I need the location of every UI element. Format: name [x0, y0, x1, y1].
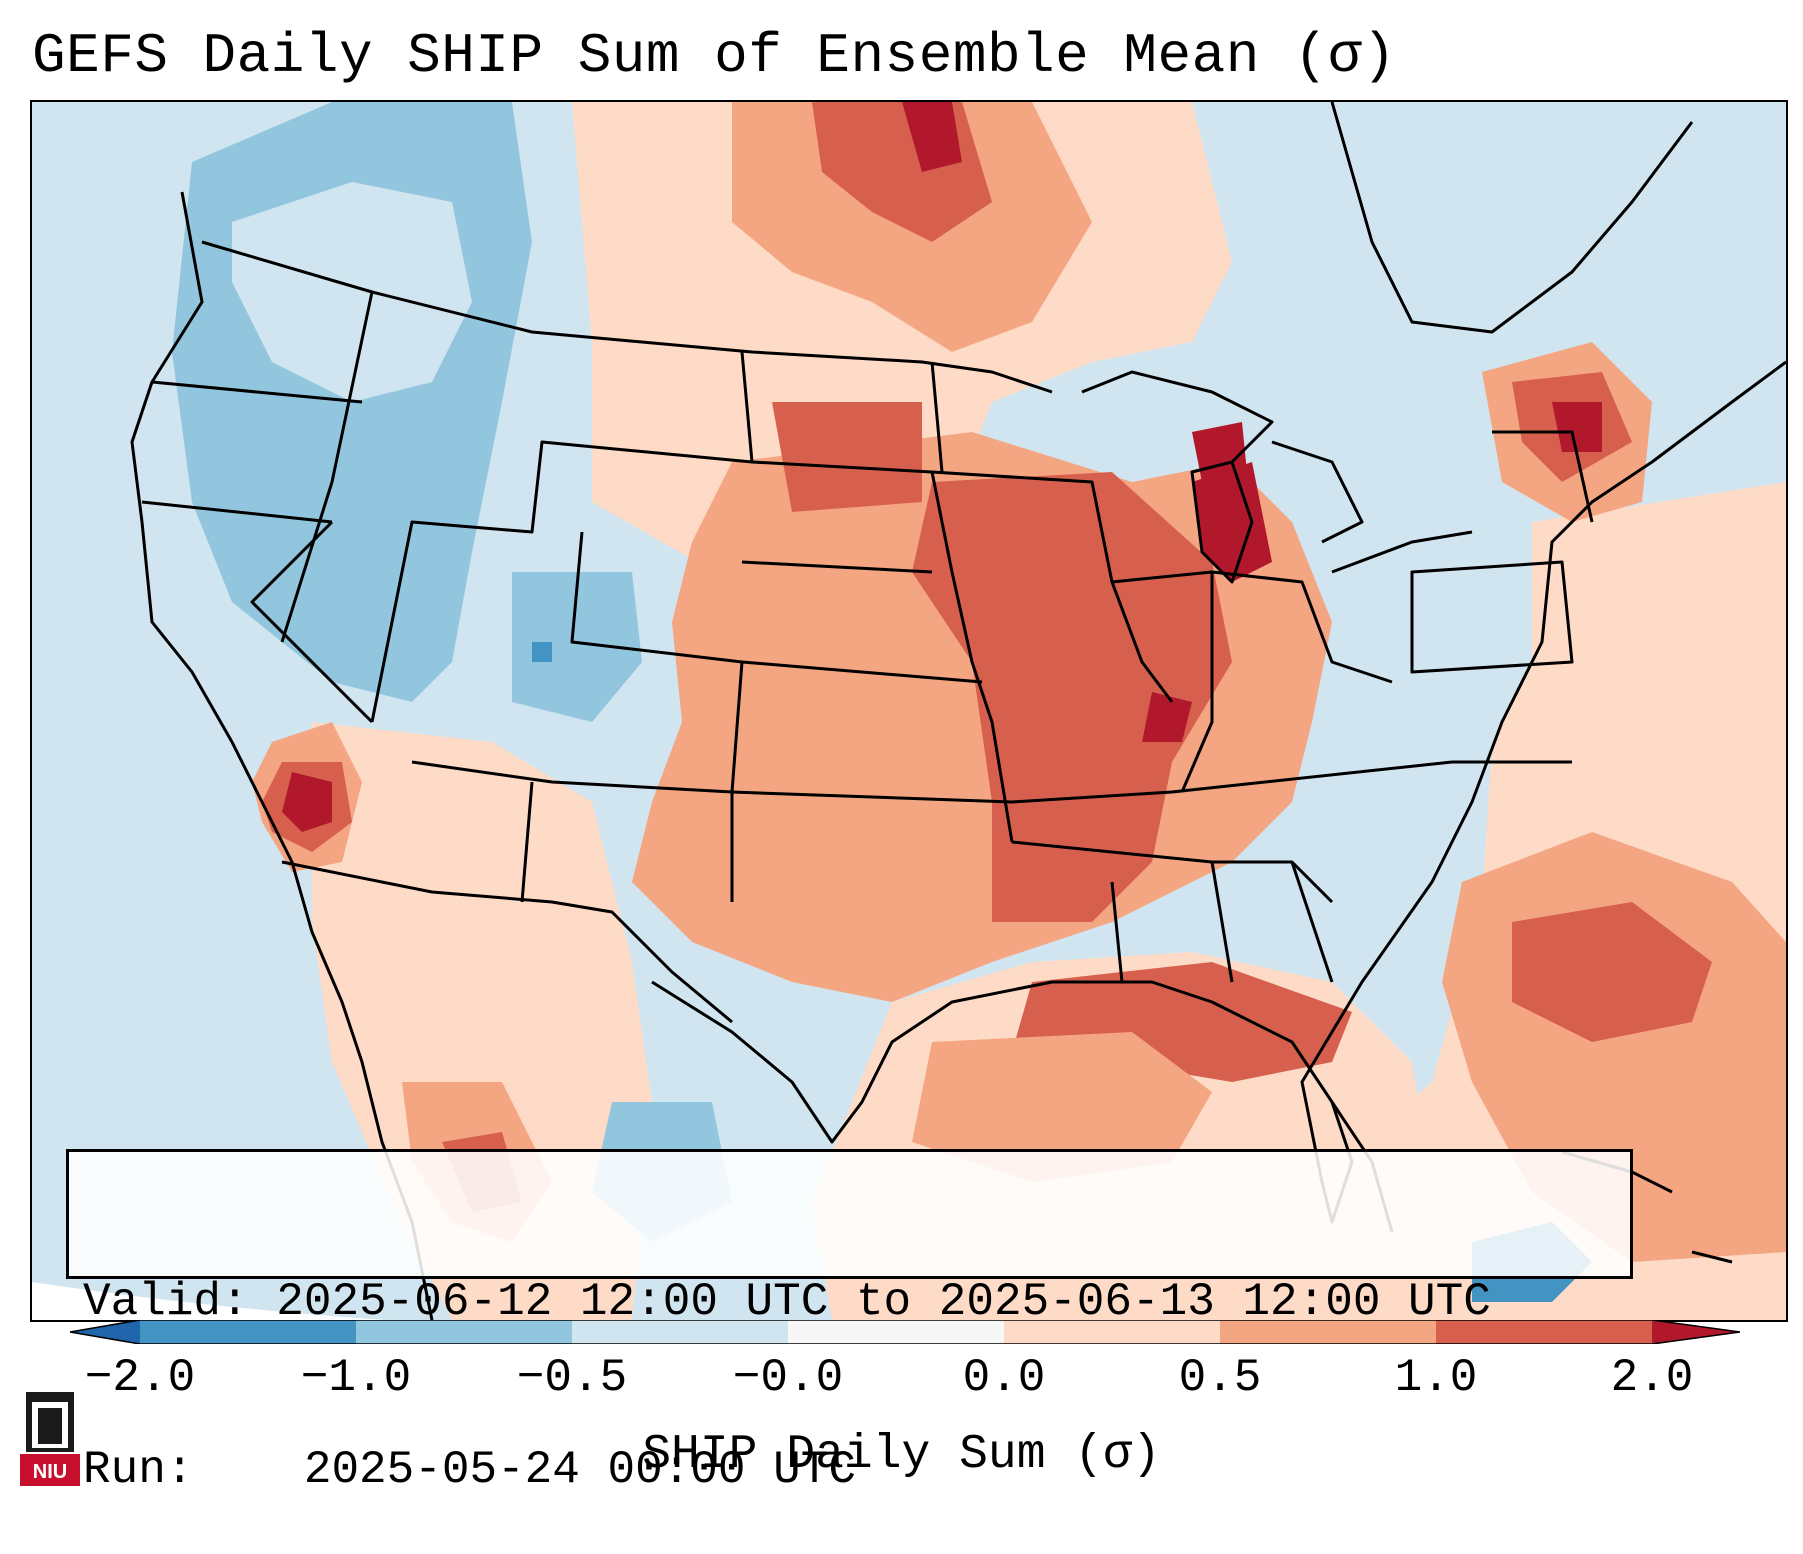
- colorbar-segment: [1004, 1320, 1220, 1344]
- projection-edge: [32, 1282, 385, 1320]
- border-line: [751, 460, 1014, 843]
- field-region: [282, 772, 332, 832]
- colorbar-segment: [788, 1320, 1004, 1344]
- colorbar-tick: −2.0: [84, 1352, 196, 1404]
- border-line: [411, 531, 744, 794]
- field-region: [1552, 402, 1602, 452]
- border-line: [141, 500, 333, 524]
- canada-coastline: [1330, 102, 1694, 334]
- lake-outline: [1331, 530, 1473, 574]
- border-line: [281, 860, 733, 1024]
- logo-banner: [20, 1454, 80, 1486]
- field-region: [1142, 692, 1192, 742]
- island-outline: [1691, 1250, 1733, 1264]
- border-line: [1210, 861, 1234, 983]
- ship-map: [32, 102, 1786, 1320]
- field-region: [1192, 462, 1272, 582]
- border-line: [250, 520, 374, 724]
- colorbar-segment: [1220, 1320, 1436, 1344]
- border-line: [731, 760, 1572, 804]
- border-line: [1492, 430, 1594, 523]
- field-region: [912, 472, 1232, 922]
- niu-logo: NIU: [20, 1392, 80, 1486]
- run-line: Run: 2025-05-24 00:00 UTC: [83, 1442, 1616, 1498]
- colorbar-label: SHIP Daily Sum (σ): [642, 1428, 1161, 1482]
- colorbar-ticks: −2.0 −1.0 −0.5 −0.0 0.0 0.5 1.0 2.0: [0, 1350, 1803, 1410]
- border-line: [741, 560, 933, 574]
- colorbar-tick: −0.0: [732, 1352, 844, 1404]
- field-region: [1512, 902, 1712, 1042]
- boundaries: [130, 102, 1786, 1320]
- map-panel[interactable]: [30, 100, 1788, 1322]
- lake-outline: [1271, 440, 1364, 544]
- validity-info-box: Valid: 2025-06-12 12:00 UTC to 2025-06-1…: [66, 1149, 1633, 1496]
- border-line: [1110, 881, 1124, 983]
- field-region: [232, 182, 472, 402]
- colorbar-segment: [140, 1320, 356, 1344]
- border-line: [1290, 861, 1334, 983]
- lake-outline: [1190, 460, 1254, 584]
- colorbar-tick: 1.0: [1394, 1352, 1478, 1404]
- run-value: 2025-05-24 00:00 UTC: [303, 1444, 856, 1496]
- chart-title: GEFS Daily SHIP Sum of Ensemble Mean (σ): [32, 24, 1397, 88]
- colorbar-segment: [1436, 1320, 1652, 1344]
- border-line: [1410, 560, 1574, 674]
- colorbar-segment: [356, 1320, 572, 1344]
- field-region: [912, 1032, 1212, 1182]
- border-line: [520, 781, 534, 903]
- colorbar-extend-low: [70, 1320, 140, 1344]
- logo-window: [38, 1408, 62, 1444]
- field-region: [512, 572, 642, 722]
- colorbar-tick: −0.5: [516, 1352, 628, 1404]
- border-line: [151, 380, 363, 404]
- border-line: [370, 351, 754, 723]
- field-region: [772, 402, 922, 512]
- field-region: [902, 102, 962, 172]
- west-coastline: [130, 191, 434, 1320]
- border-line: [1180, 572, 1214, 793]
- colorbar: [70, 1320, 1740, 1344]
- colorbar-segment: [572, 1320, 788, 1344]
- colorbar-tick: −1.0: [300, 1352, 412, 1404]
- border-line: [741, 660, 983, 684]
- colorbar-extend-high: [1652, 1320, 1740, 1344]
- colorbar-tick: 2.0: [1610, 1352, 1694, 1404]
- border-line: [280, 291, 374, 643]
- border-line: [930, 361, 944, 473]
- run-label: Run:: [83, 1444, 194, 1496]
- logo-text: NIU: [33, 1461, 67, 1483]
- colorbar-tick: 0.0: [962, 1352, 1046, 1404]
- lake-outline: [1081, 370, 1274, 464]
- border-line: [1011, 840, 1334, 904]
- border-line: [1111, 570, 1393, 684]
- colorbar-tick: 0.5: [1178, 1352, 1262, 1404]
- field-region: [532, 642, 552, 662]
